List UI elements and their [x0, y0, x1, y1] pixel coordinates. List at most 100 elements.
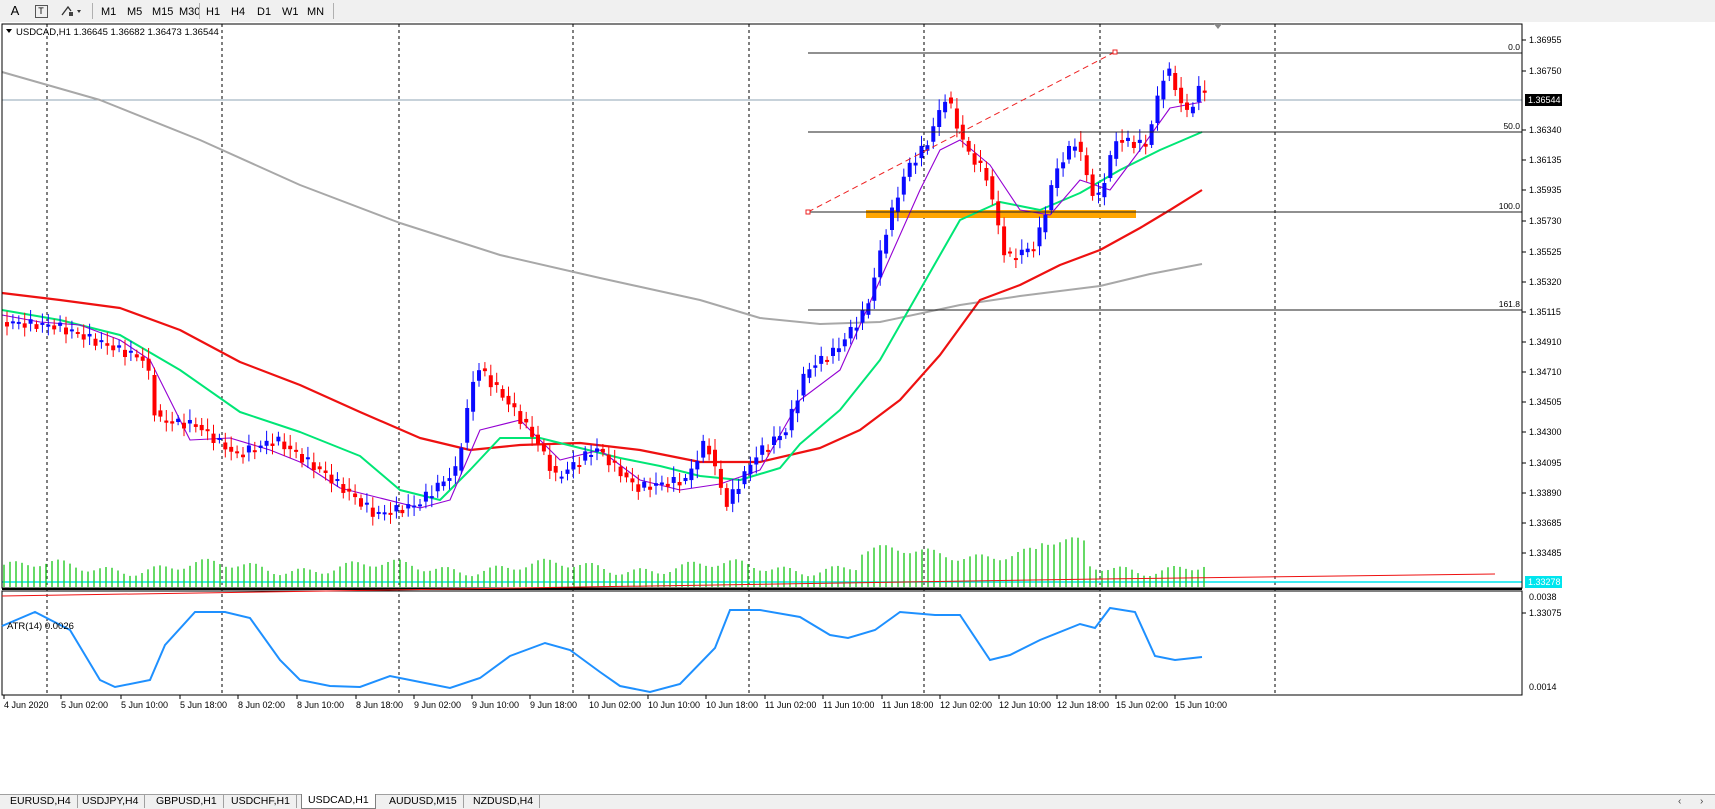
bull-candle [848, 326, 853, 339]
bear-candle [134, 354, 139, 358]
bear-candle [105, 343, 110, 346]
indicator-border [1, 590, 1523, 696]
bear-candle [388, 512, 393, 515]
timeframe-button-m30[interactable]: M30 [175, 2, 205, 22]
bull-candle [99, 340, 104, 343]
bear-candle [211, 433, 216, 443]
bear-candle [34, 324, 39, 329]
bull-candle [807, 369, 812, 378]
bear-candle [600, 448, 605, 453]
bull-candle [748, 464, 753, 475]
bear-candle [282, 441, 287, 450]
bear-candle [140, 356, 145, 361]
bull-candle [1037, 227, 1042, 247]
bull-candle [819, 355, 824, 364]
bull-candle [813, 365, 818, 368]
time-label: 5 Jun 10:00 [121, 700, 168, 710]
bear-candle [359, 498, 363, 507]
bull-candle [895, 197, 900, 213]
bear-candle [300, 454, 304, 463]
bull-candle [730, 489, 735, 504]
timeframe-button-mn[interactable]: MN [303, 2, 329, 22]
bull-candle [276, 436, 281, 442]
time-label: 11 Jun 10:00 [823, 700, 874, 710]
bull-candle [1114, 141, 1119, 159]
bull-candle [854, 327, 859, 331]
bear-candle [317, 466, 322, 470]
bear-candle [229, 446, 234, 452]
bull-candle [429, 496, 434, 499]
timeframe-button-w1[interactable]: W1 [278, 2, 303, 22]
timeframe-button-m1[interactable]: M1 [97, 2, 121, 22]
timeframe-button-m15[interactable]: M15 [148, 2, 178, 22]
bear-candle [22, 323, 27, 328]
timeframe-button-d1[interactable]: D1 [253, 2, 276, 22]
bull-candle [394, 505, 399, 512]
price-level-label: 1.35115 [1529, 307, 1561, 317]
sma-long-line [1, 71, 1203, 325]
fib-anchor-end[interactable] [1112, 49, 1118, 55]
text-tool-button[interactable]: A [10, 3, 20, 18]
time-label: 8 Jun 10:00 [297, 700, 344, 710]
chart-tab-eurusd-h4[interactable]: EURUSD,H4 [4, 795, 78, 808]
bull-candle [258, 445, 263, 448]
timeframe-button-h4[interactable]: H4 [227, 2, 250, 22]
bull-candle [943, 101, 948, 113]
time-axis[interactable]: 4 Jun 2020 5 Jun 02:00 5 Jun 10:00 5 Jun 18… [3, 695, 1227, 710]
bear-candle [978, 160, 983, 164]
bull-candle [435, 482, 440, 492]
bull-candle [10, 321, 15, 324]
chart-tab-audusd-m15[interactable]: AUDUSD,M15 [383, 795, 464, 808]
time-label: 5 Jun 02:00 [61, 700, 108, 710]
time-label: 8 Jun 18:00 [356, 700, 403, 710]
bull-candle [1126, 137, 1130, 141]
bear-candle [152, 375, 157, 416]
bull-candle [477, 370, 481, 381]
chart-tab-usdcad-h1[interactable]: USDCAD,H1 [301, 794, 376, 809]
bear-candle [241, 454, 245, 458]
shapes-tool-button[interactable] [58, 2, 84, 20]
chart-tab-usdjpy-h4[interactable]: USDJPY,H4 [76, 795, 146, 808]
bull-candle [836, 348, 841, 353]
bull-candle [671, 476, 676, 483]
bull-candle [772, 436, 776, 445]
chart-tab-gbpusd-h1[interactable]: GBPUSD,H1 [150, 795, 224, 808]
bull-candle [418, 504, 422, 507]
text-label-tool-button[interactable]: T [32, 2, 50, 20]
bear-candle [825, 359, 830, 362]
chart-tab-nzdusd-h4[interactable]: NZDUSD,H4 [467, 795, 541, 808]
shapes-icon [61, 5, 81, 16]
fibonacci-tool[interactable]: 0.0 50.0 100.0 161.8 [805, 42, 1522, 311]
bear-candle [718, 468, 723, 488]
bear-candle [75, 332, 80, 335]
bear-candle [199, 424, 204, 431]
bull-candle [842, 339, 847, 347]
price-level-label: 1.36955 [1529, 35, 1562, 45]
moving-averages [1, 71, 1203, 509]
bear-candle [1179, 87, 1184, 104]
shift-marker-icon[interactable] [1214, 24, 1222, 29]
bear-candle [81, 334, 86, 340]
bull-candle [1043, 214, 1048, 233]
fib-anchor-start[interactable] [805, 209, 811, 215]
price-level-label: 1.35730 [1529, 216, 1562, 226]
timeframe-button-m5[interactable]: M5 [123, 2, 147, 22]
symbol-dropdown-icon[interactable] [6, 29, 12, 33]
scroll-left-icon[interactable]: ‹ [1678, 796, 1682, 807]
bear-candle [972, 153, 977, 165]
bear-candle [547, 454, 552, 471]
bull-candle [176, 418, 181, 423]
bull-candle [1102, 182, 1107, 198]
bull-candle [701, 440, 706, 458]
time-label: 10 Jun 18:00 [706, 700, 758, 710]
bull-candle [565, 469, 570, 474]
scroll-right-icon[interactable]: › [1700, 796, 1704, 807]
bull-candle [58, 322, 63, 326]
bear-candle [713, 449, 717, 467]
price-axis[interactable]: 1.36955 1.36750 1.36340 1.36135 1.35935 1.357… [1522, 35, 1562, 618]
timeframe-button-h1[interactable]: H1 [202, 2, 225, 22]
bear-candle [270, 443, 275, 446]
chart-tab-usdchf-h1[interactable]: USDCHF,H1 [225, 795, 297, 808]
price-level-label: 1.34300 [1529, 427, 1562, 437]
